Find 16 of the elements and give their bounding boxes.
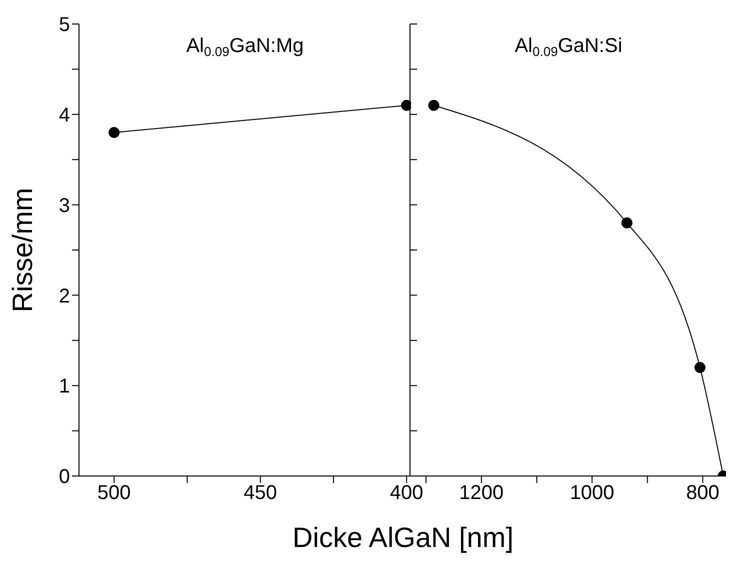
x-tick-label: 500 (97, 482, 131, 504)
y-axis-title: Risse/mm (6, 188, 38, 312)
y-tick-label: 4 (58, 104, 70, 126)
y-tick-label: 3 (58, 194, 70, 217)
x-tick-label: 1000 (570, 482, 614, 504)
y-tick-label: 1 (58, 376, 70, 398)
x-axis-title: Dicke AlGaN [nm] (292, 522, 514, 554)
x-tick-label: 800 (686, 482, 720, 504)
x-tick-label: 450 (244, 482, 278, 504)
annotation: Al$_{0.09}$GaN:Mg (186, 35, 304, 59)
annotation: Al$_{0.09}$GaN:Si (514, 35, 622, 59)
y-tick-label: 2 (58, 285, 70, 308)
y-tick-label: 0 (58, 466, 70, 488)
x-tick-label: 1200 (459, 482, 504, 504)
x-tick-label: 400 (390, 482, 424, 504)
y-tick-label: 5 (58, 14, 70, 36)
